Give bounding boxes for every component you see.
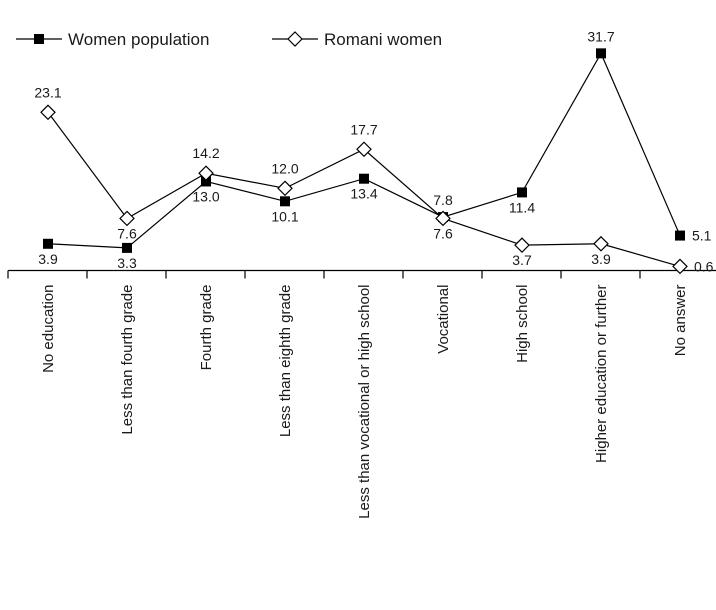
data-point-diamond bbox=[119, 210, 135, 227]
data-point-diamond bbox=[277, 180, 293, 197]
data-label: 13.0 bbox=[192, 188, 219, 204]
data-label: 12.0 bbox=[271, 160, 298, 176]
data-point-diamond bbox=[198, 165, 214, 182]
data-label: 3.7 bbox=[512, 252, 532, 268]
legend-marker-square bbox=[34, 34, 44, 44]
data-point-square bbox=[280, 196, 290, 207]
data-label: 13.4 bbox=[350, 186, 377, 202]
data-label: 7.6 bbox=[117, 225, 137, 241]
data-label: 7.6 bbox=[433, 225, 453, 241]
data-label: 7.8 bbox=[433, 192, 453, 208]
data-label: 31.7 bbox=[587, 28, 614, 44]
data-point-square bbox=[675, 230, 685, 241]
data-label: 23.1 bbox=[34, 84, 61, 100]
data-point-square bbox=[359, 173, 369, 184]
category-label: Higher education or further bbox=[593, 285, 610, 463]
legend-marker-diamond bbox=[287, 31, 303, 47]
category-label: Less than vocational or high school bbox=[356, 285, 373, 519]
data-label: 3.9 bbox=[591, 251, 611, 267]
data-point-diamond bbox=[672, 258, 688, 275]
data-label: 5.1 bbox=[692, 228, 712, 244]
data-point-diamond bbox=[356, 141, 372, 158]
data-point-square bbox=[43, 238, 53, 249]
category-label: Less than fourth grade bbox=[119, 285, 136, 435]
data-label: 14.2 bbox=[192, 145, 219, 161]
x-axis bbox=[7, 269, 716, 279]
legend-label-women-population: Women population bbox=[68, 30, 209, 49]
data-label: 3.3 bbox=[117, 255, 137, 271]
legend-label-romani-women: Romani women bbox=[324, 30, 442, 49]
series-layer: 3.9 3.3 13.0 10.1 13.4 7.8 11.4 31.7 5.1 23.1 7.6 1… bbox=[34, 28, 713, 274]
data-label: 10.1 bbox=[271, 208, 298, 224]
data-label: 0.6 bbox=[694, 258, 714, 274]
data-point-diamond bbox=[40, 104, 56, 121]
data-label: 17.7 bbox=[350, 121, 377, 137]
category-label: Vocational bbox=[435, 285, 452, 354]
data-label: 11.4 bbox=[509, 199, 535, 215]
category-label: Fourth grade bbox=[198, 285, 215, 371]
data-point-diamond bbox=[435, 210, 451, 227]
data-point-diamond bbox=[514, 237, 530, 254]
data-point-square bbox=[201, 176, 211, 187]
category-label: Less than eighth grade bbox=[277, 285, 294, 438]
series-women-population: 3.9 3.3 13.0 10.1 13.4 7.8 11.4 31.7 5.1 bbox=[38, 28, 711, 271]
category-label: No answer bbox=[672, 285, 689, 357]
data-point-square bbox=[596, 48, 606, 59]
chart-legend: Women population Romani women bbox=[16, 30, 442, 49]
data-point-diamond bbox=[593, 235, 609, 252]
data-label: 3.9 bbox=[38, 251, 58, 267]
category-label: No education bbox=[40, 285, 57, 373]
category-labels: No education Less than fourth grade Fourth… bbox=[40, 285, 689, 519]
data-point-square bbox=[122, 242, 132, 253]
category-label: High school bbox=[514, 285, 531, 363]
series-romani-women: 23.1 7.6 14.2 12.0 17.7 7.6 3.7 3.9 0.6 bbox=[34, 84, 713, 274]
data-point-square bbox=[517, 187, 527, 198]
